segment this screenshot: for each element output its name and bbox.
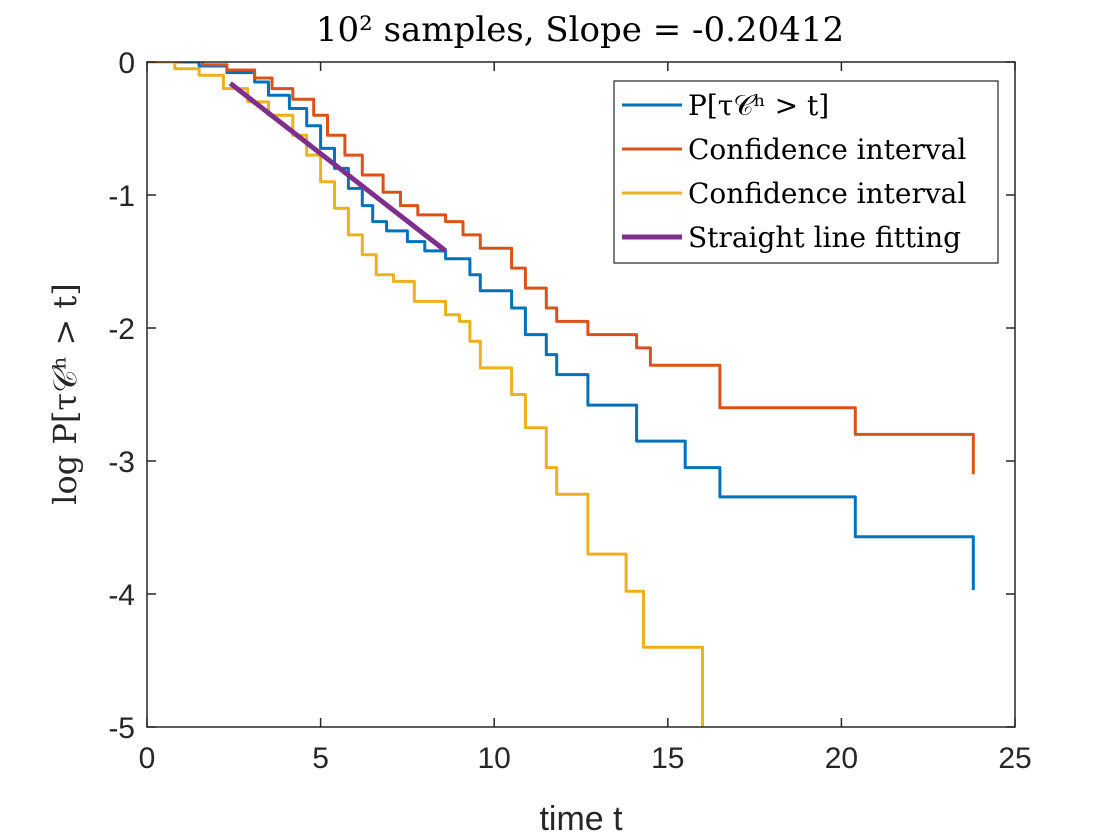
x-tick-label-0: 0: [139, 742, 156, 775]
series-line-2: [147, 62, 704, 727]
legend-label-1: Confidence interval: [688, 133, 966, 166]
series-line-1: [147, 62, 975, 475]
series-line-3: [228, 81, 448, 253]
plot-area: [146, 61, 1016, 728]
legend-label-0: P[τ𝒞ʰ > t]: [688, 89, 829, 122]
x-axis-label: time t: [539, 800, 623, 838]
y-tick-label-5: -5: [108, 712, 135, 745]
x-tick-label-2: 10: [478, 742, 511, 775]
legend-box: [613, 80, 999, 264]
x-tick-label-4: 20: [825, 742, 858, 775]
x-tick-label-3: 15: [651, 742, 684, 775]
y-tick-label-1: -1: [108, 180, 135, 213]
legend: P[τ𝒞ʰ > t] Confidence interval Confidence …: [613, 80, 999, 264]
y-tick-label-2: -2: [108, 313, 135, 346]
ticks-layer: 0 5 10 15 20 25 0 -1 -2 -3 -4 -5: [108, 47, 1031, 775]
y-tick-label-0: 0: [118, 47, 135, 80]
y-axis-label: log P[τ𝒞ʰ > t]: [46, 283, 84, 505]
x-tick-label-5: 25: [998, 742, 1031, 775]
series-line-0: [147, 62, 975, 590]
series-layer: [147, 62, 975, 727]
chart-title: 10² samples, Slope = -0.20412: [316, 10, 844, 50]
x-tick-label-1: 5: [312, 742, 329, 775]
y-tick-label-4: -4: [108, 579, 135, 612]
y-tick-label-3: -3: [108, 446, 135, 479]
legend-label-3: Straight line fitting: [688, 221, 961, 254]
legend-label-2: Confidence interval: [688, 177, 966, 210]
